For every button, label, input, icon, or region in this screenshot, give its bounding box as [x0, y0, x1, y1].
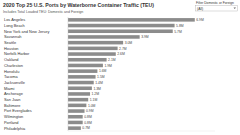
data-label: 1.2M	[92, 92, 100, 96]
category-label: Charleston	[4, 63, 23, 68]
data-label: 6.9M	[196, 18, 204, 22]
bar	[68, 64, 103, 68]
bar	[68, 104, 86, 108]
data-label: 2.1M	[108, 58, 116, 62]
category-label: Los Angeles	[4, 17, 25, 22]
filter-label: Filter Domestic or Foreign	[196, 1, 234, 5]
category-label: Savannah	[4, 34, 22, 39]
bar	[68, 29, 173, 33]
title: 2020 Top 25 U.S. Ports by Waterborne Con…	[3, 2, 154, 8]
data-label: 1.5M	[97, 75, 105, 79]
category-label: Portland	[4, 120, 19, 125]
category-label: Honolulu	[4, 69, 19, 74]
filter-value: (All)	[197, 7, 203, 11]
bar	[68, 24, 175, 28]
category-label: Miami	[4, 86, 15, 91]
data-label: 2.6M	[117, 52, 125, 56]
category-label: Port Everglades	[4, 108, 32, 113]
data-label: 1.0M	[88, 104, 96, 108]
bar	[68, 41, 123, 45]
data-label: 0.8M	[84, 115, 92, 119]
category-label: Tacoma	[4, 74, 18, 79]
data-label: 1.6M	[99, 69, 107, 73]
bar	[68, 47, 118, 51]
bar	[68, 98, 88, 102]
category-label: Seattle	[4, 40, 16, 45]
data-label: 1.4M	[95, 81, 103, 85]
data-label: 3.0M	[125, 41, 133, 45]
category-label: Oakland	[4, 57, 19, 62]
bar	[68, 126, 81, 130]
category-label: Houston	[4, 46, 19, 51]
data-label: 1.9M	[104, 64, 112, 68]
data-label: 5.7M	[174, 30, 182, 34]
category-label: Philadelphia	[4, 126, 26, 131]
filter-dropdown[interactable]	[196, 6, 238, 12]
x-axis-line	[68, 131, 215, 132]
category-label: New York and New Jersey	[4, 29, 49, 34]
category-label: Norfolk Harbor	[4, 51, 30, 56]
data-label: 2.7M	[119, 47, 127, 51]
bar	[68, 92, 90, 96]
data-label: 1.1M	[90, 98, 98, 102]
dropdown-arrow	[234, 8, 237, 10]
bar	[68, 69, 97, 73]
data-label: 0.8M	[84, 121, 92, 125]
category-label: Jacksonville	[4, 80, 25, 85]
category-label: Baltimore	[4, 103, 20, 108]
data-label: 3.9M	[141, 35, 149, 39]
chart: 2020 Top 25 U.S. Ports by Waterborne Con…	[0, 0, 240, 135]
bar	[68, 109, 85, 113]
data-label: 0.7M	[82, 126, 90, 130]
bar	[68, 58, 107, 62]
bar	[68, 121, 83, 125]
subtitle: Includes Total Loaded TEU: Domestic and …	[3, 10, 83, 14]
data-label: 1.3M	[93, 87, 101, 91]
y-axis-line	[68, 17, 69, 131]
category-label: Long Beach	[4, 23, 25, 28]
data-label: 5.8M	[176, 24, 184, 28]
category-label: Wilmington	[4, 114, 23, 119]
bar	[68, 81, 94, 85]
bar	[68, 86, 92, 90]
bar	[68, 52, 116, 56]
bar	[68, 35, 140, 39]
bar	[68, 18, 195, 22]
bar	[68, 75, 96, 79]
category-label: San Juan	[4, 97, 20, 102]
bars	[68, 18, 195, 130]
category-label: Anchorage	[4, 91, 23, 96]
data-label: 0.9M	[86, 109, 94, 113]
bar	[68, 115, 83, 119]
